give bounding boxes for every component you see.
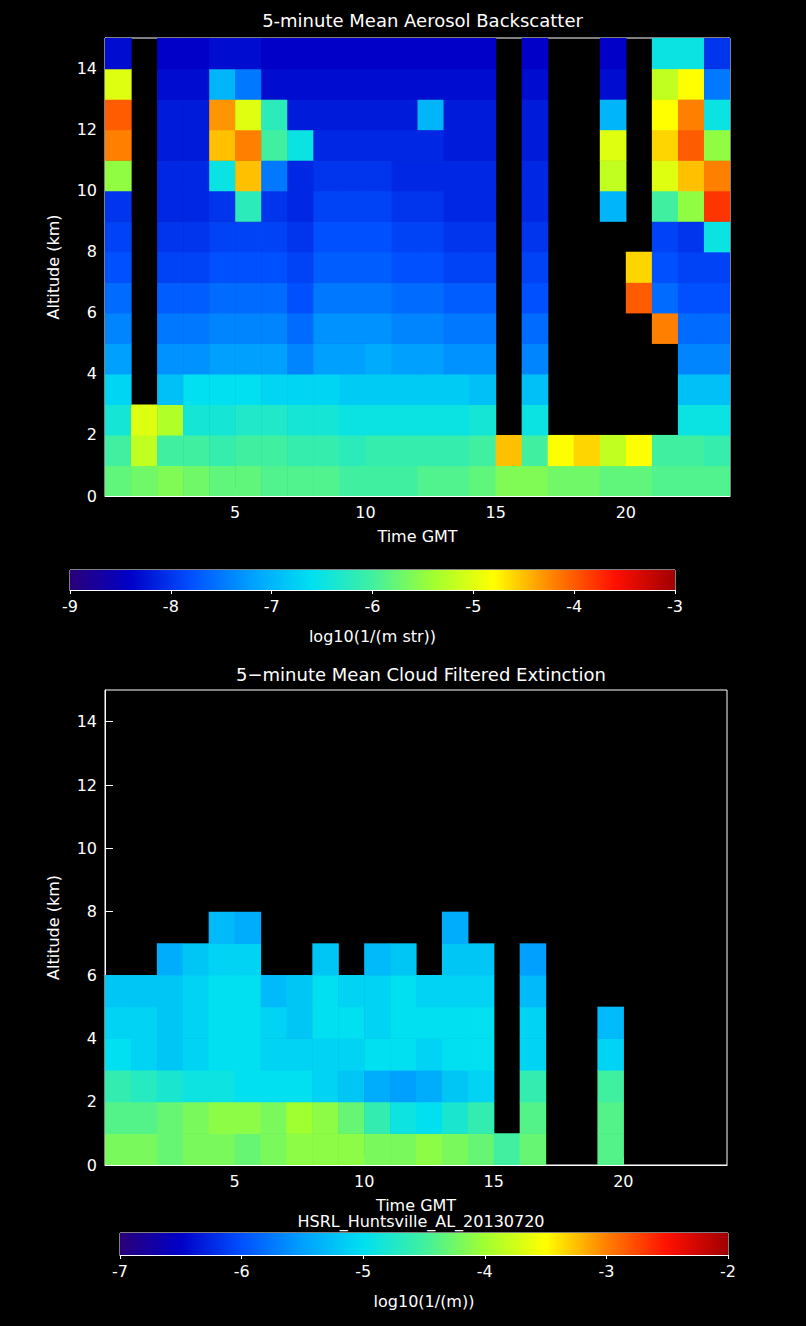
svg-text:-3: -3 xyxy=(598,1262,614,1281)
svg-text:10: 10 xyxy=(354,1172,374,1191)
svg-text:14: 14 xyxy=(77,59,97,78)
svg-text:-7: -7 xyxy=(264,597,280,616)
svg-text:-9: -9 xyxy=(62,597,78,616)
svg-text:6: 6 xyxy=(87,303,97,322)
svg-text:10: 10 xyxy=(77,181,97,200)
svg-text:6: 6 xyxy=(87,966,97,985)
svg-text:8: 8 xyxy=(87,902,97,921)
svg-text:15: 15 xyxy=(484,1172,504,1191)
svg-text:14: 14 xyxy=(77,712,97,731)
svg-text:4: 4 xyxy=(87,1029,97,1048)
svg-text:20: 20 xyxy=(616,503,636,522)
svg-text:12: 12 xyxy=(77,776,97,795)
svg-text:-7: -7 xyxy=(112,1262,128,1281)
svg-text:log10(1/(m str)): log10(1/(m str)) xyxy=(309,627,436,646)
svg-text:Altitude (km): Altitude (km) xyxy=(44,875,63,980)
svg-text:8: 8 xyxy=(87,242,97,261)
svg-text:-2: -2 xyxy=(720,1262,736,1281)
svg-text:15: 15 xyxy=(485,503,505,522)
svg-text:-6: -6 xyxy=(234,1262,250,1281)
svg-text:-8: -8 xyxy=(163,597,179,616)
svg-text:0: 0 xyxy=(87,487,97,506)
svg-text:5-minute Mean Aerosol Backscat: 5-minute Mean Aerosol Backscatter xyxy=(262,10,583,31)
svg-text:5: 5 xyxy=(230,503,240,522)
svg-text:20: 20 xyxy=(613,1172,633,1191)
svg-text:-3: -3 xyxy=(667,597,683,616)
svg-text:5: 5 xyxy=(229,1172,239,1191)
svg-text:log10(1/(m)): log10(1/(m)) xyxy=(374,1292,475,1311)
svg-text:4: 4 xyxy=(87,364,97,383)
svg-text:-4: -4 xyxy=(566,597,582,616)
svg-text:Time GMT: Time GMT xyxy=(376,527,457,546)
svg-text:-4: -4 xyxy=(477,1262,493,1281)
svg-text:Altitude (km): Altitude (km) xyxy=(44,215,63,320)
svg-text:5−minute Mean Cloud Filtered E: 5−minute Mean Cloud Filtered Extinction xyxy=(236,664,606,685)
svg-text:10: 10 xyxy=(77,839,97,858)
svg-text:2: 2 xyxy=(87,1092,97,1111)
svg-text:-5: -5 xyxy=(355,1262,371,1281)
svg-text:12: 12 xyxy=(77,120,97,139)
svg-text:HSRL_Huntsville_AL_20130720: HSRL_Huntsville_AL_20130720 xyxy=(297,1212,544,1232)
svg-text:Time GMT: Time GMT xyxy=(375,1195,457,1215)
svg-text:10: 10 xyxy=(355,503,375,522)
svg-text:-5: -5 xyxy=(465,597,481,616)
svg-text:-6: -6 xyxy=(365,597,381,616)
svg-text:0: 0 xyxy=(87,1156,97,1175)
svg-text:2: 2 xyxy=(87,425,97,444)
